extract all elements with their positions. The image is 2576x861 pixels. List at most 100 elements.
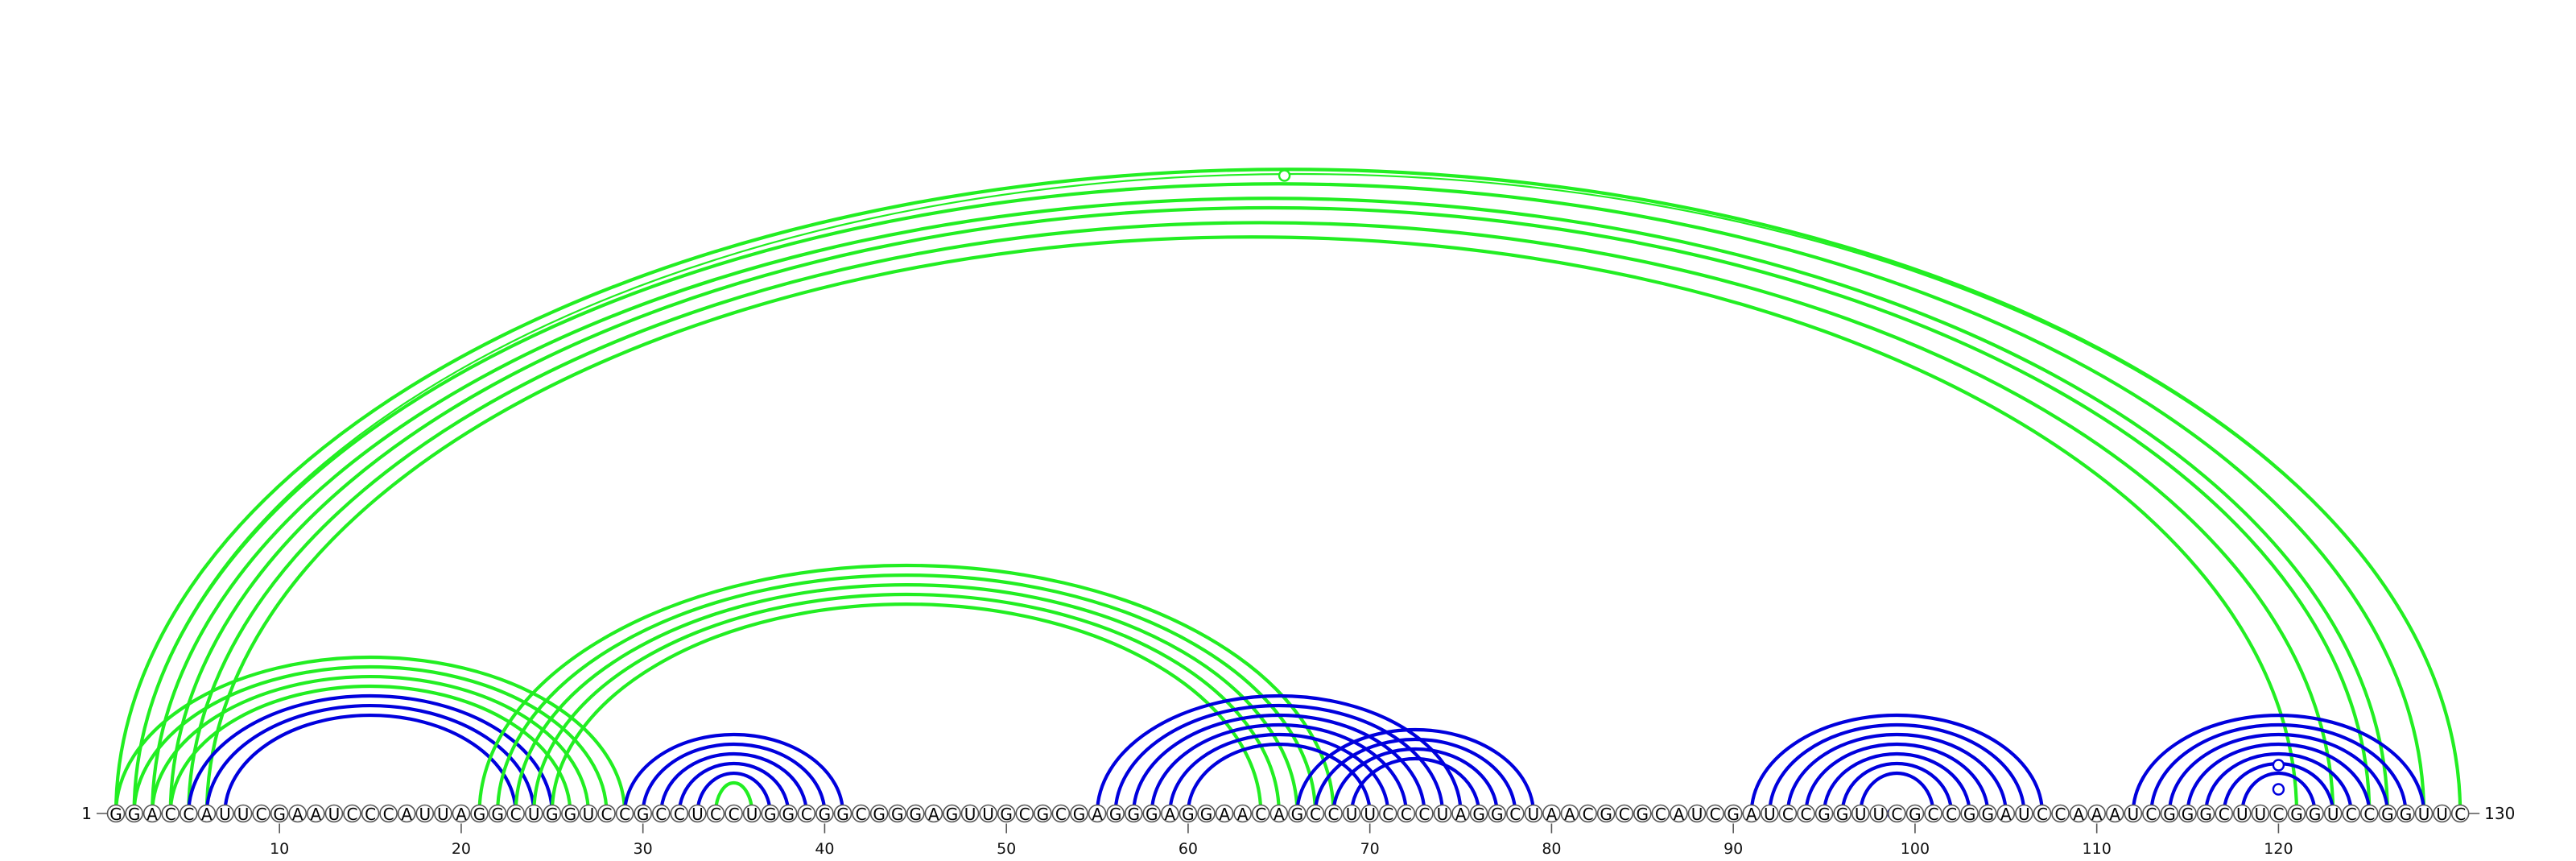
nucleotide-circle [579,804,598,823]
nucleotide-circle [524,804,543,823]
nucleotide: A [397,804,416,824]
nucleotide: C [2033,804,2052,824]
nucleotide-circle [2306,804,2324,823]
nucleotide-letter: U [2436,805,2448,824]
nucleotide-letter: G [764,805,777,824]
nucleotide: G [943,804,961,824]
nucleotide-letter: C [510,805,522,824]
nucleotide-circle [1742,804,1761,823]
nucleotide: C [597,804,616,824]
nucleotide-letter: U [1691,805,1703,824]
nucleotide-letter: C [2273,805,2284,824]
nucleotide-circle [361,804,380,823]
nucleotide-letter: C [2055,805,2066,824]
base-pair-arc-blue-58-72 [1150,723,1408,814]
base-pair-arc-blue-116-124 [2204,751,2353,814]
nucleotide-letter: C [2219,805,2230,824]
nucleotide: G [1978,804,1997,824]
nucleotide-circle [1233,804,1252,823]
nucleotide-letter: C [365,805,376,824]
nucleotide-circle [1651,804,1670,823]
nucleotide-circle [688,804,707,823]
nucleotide-letter: C [1328,805,1340,824]
nucleotide: G [488,804,507,824]
nucleotide-circle [216,804,234,823]
nucleotide-circle [1215,804,1234,823]
nucleotide: U [2251,804,2270,824]
nucleotide-letter: G [836,805,849,824]
nucleotide-circle [1869,804,1889,823]
nucleotide: C [1306,804,1325,824]
nucleotide-circle [1542,804,1561,823]
tick-label: 20 [452,840,471,857]
nucleotide-letter: U [2128,805,2140,824]
nucleotide-letter: U [982,805,994,824]
nucleotide-circle [2178,804,2197,823]
nucleotide-circle [1505,804,1525,823]
nucleotide-circle [106,804,126,823]
nucleotide-letter: C [729,805,740,824]
nucleotide-letter: G [1963,805,1976,824]
nucleotide-letter: C [1055,805,1067,824]
nucleotide: G [1142,804,1162,824]
nucleotide-circle [1306,804,1325,823]
nucleotide-circle [2196,804,2215,823]
nucleotide-letter: C [1583,805,1594,824]
nucleotide-letter: U [1764,805,1776,824]
nucleotide-letter: G [1600,805,1612,824]
nucleotide-circle [2215,804,2233,823]
nucleotide-letter: A [1092,805,1103,824]
nucleotide-letter: A [1165,805,1176,824]
nucleotide-circle [506,804,525,823]
nucleotide: G [1034,804,1052,824]
nucleotide-circle [1596,804,1616,823]
nucleotide-circle [1687,804,1707,823]
nucleotide-circle [1888,804,1906,823]
nucleotide-circle [343,804,361,823]
nucleotide: G [1124,804,1143,824]
nucleotide: U [1687,804,1707,824]
nucleotide: G [2378,804,2397,824]
nucleotide-letter: U [1855,805,1867,824]
nucleotide-letter: C [1509,805,1521,824]
nucleotide-circle [651,804,671,823]
nucleotide-circle [252,804,270,823]
nucleotide: U [1433,804,1452,824]
nucleotide-letter: G [1637,805,1649,824]
nucleotide-circle [2450,804,2470,823]
nucleotide-letter: G [273,805,286,824]
nucleotide-circle [288,804,308,823]
nucleotide-circle [797,804,816,823]
nucleotide: A [924,804,943,824]
nucleotide-letter: U [437,805,449,824]
nucleotide: A [1560,804,1579,824]
nucleotide: C [1778,804,1798,824]
nucleotide: G [1960,804,1979,824]
nucleotide: G [2287,804,2306,824]
nucleotide: C [1651,804,1670,824]
nucleotide-letter: C [1710,805,1721,824]
nucleotide-letter: A [2073,805,2084,824]
nucleotide-circle [1469,804,1488,823]
tick-label: 50 [997,840,1016,857]
nucleotide: U [1761,804,1779,824]
nucleotide-letter: G [2199,805,2212,824]
base-pair-arc-blue-55-75 [1095,693,1463,814]
nucleotide-letter: U [2018,805,2030,824]
nucleotide-letter: A [147,805,158,824]
nucleotide-letter: A [201,805,213,824]
nucleotide: A [452,804,471,824]
nucleotide-letter: G [2182,805,2194,824]
base-pair-arc-blue-93-105 [1785,732,2008,814]
nucleotide-letter: U [2236,805,2248,824]
nucleotide: G [2160,804,2179,824]
nucleotide: A [2069,804,2088,824]
nucleotide-letter: G [1818,805,1831,824]
nucleotide: A [1670,804,1688,824]
nucleotide-circle [1633,804,1652,823]
nucleotide-circle [2051,804,2070,823]
nucleotide: U [233,804,253,824]
nucleotide: C [1706,804,1724,824]
nucleotide-letter: C [710,805,721,824]
